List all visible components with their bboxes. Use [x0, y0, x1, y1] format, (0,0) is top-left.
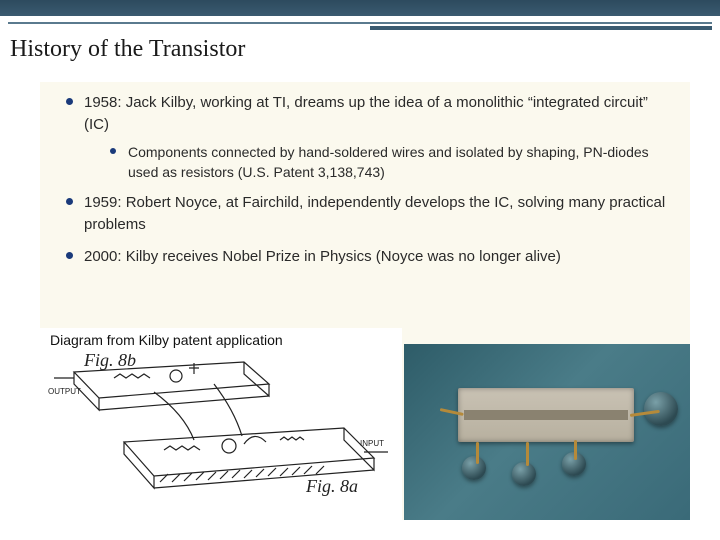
fig-label-top: Fig. 8b — [83, 354, 136, 370]
top-bar — [0, 0, 720, 16]
fig-label-bottom: Fig. 8a — [305, 476, 358, 496]
wire-3 — [476, 442, 479, 464]
solder-blob-1 — [462, 456, 486, 480]
patent-diagram: Diagram from Kilby patent application — [40, 328, 402, 520]
chip-trace — [464, 410, 628, 420]
chip-photo — [404, 344, 690, 520]
bullet-3-text: 2000: Kilby receives Nobel Prize in Phys… — [84, 248, 561, 265]
solder-blob-4 — [644, 392, 678, 426]
figure-caption: Diagram from Kilby patent application — [50, 332, 283, 348]
bullet-list: 1958: Jack Kilby, working at TI, dreams … — [54, 92, 676, 267]
bullet-1-text: 1958: Jack Kilby, working at TI, dreams … — [84, 94, 648, 133]
solder-blob-2 — [512, 462, 536, 486]
bullet-1: 1958: Jack Kilby, working at TI, dreams … — [66, 92, 676, 182]
content-area: 1958: Jack Kilby, working at TI, dreams … — [40, 82, 690, 520]
rule-thick — [370, 26, 712, 30]
slide-title: History of the Transistor — [10, 36, 245, 63]
patent-sketch-svg: Fig. 8b Fig. 8a OUTPUT INPUT — [44, 354, 398, 516]
rule-thin — [8, 22, 712, 24]
wire-4 — [526, 442, 529, 466]
figure-row: Diagram from Kilby patent application — [40, 328, 690, 520]
bullet-3: 2000: Kilby receives Nobel Prize in Phys… — [66, 246, 676, 268]
bullet-2: 1959: Robert Noyce, at Fairchild, indepe… — [66, 192, 676, 236]
slide: History of the Transistor 1958: Jack Kil… — [0, 0, 720, 540]
output-label: OUTPUT — [48, 387, 81, 396]
input-label: INPUT — [360, 439, 384, 448]
bullet-1a: Components connected by hand-soldered wi… — [110, 142, 676, 183]
wire-5 — [574, 440, 577, 460]
bullet-1a-text: Components connected by hand-soldered wi… — [128, 144, 649, 180]
bullet-2-text: 1959: Robert Noyce, at Fairchild, indepe… — [84, 194, 665, 233]
